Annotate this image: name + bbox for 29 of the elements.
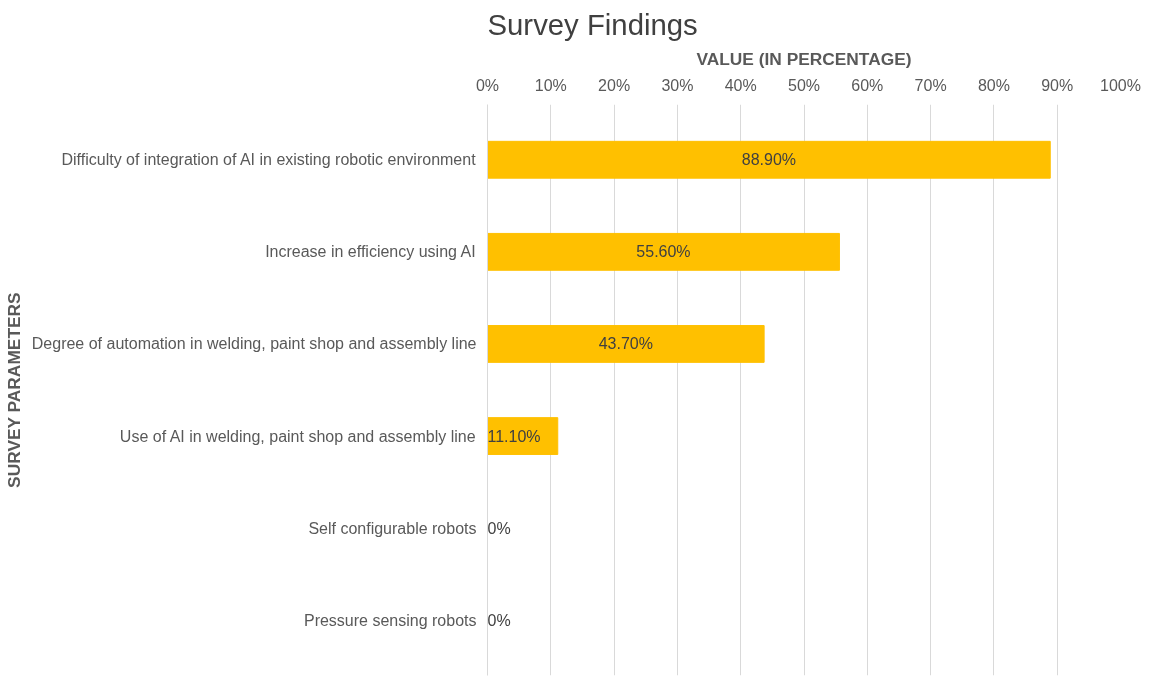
- x-tick-label: 10%: [534, 76, 567, 94]
- data-label: 0%: [487, 611, 511, 629]
- y-axis-title: SURVEY PARAMETERS: [3, 292, 24, 488]
- x-tick-label: 60%: [851, 76, 884, 94]
- y-tick-label: Increase in efficiency using AI: [265, 243, 476, 261]
- x-tick-label: 90%: [1041, 76, 1074, 94]
- chart-title: Survey Findings: [487, 7, 698, 41]
- bar: [487, 232, 840, 271]
- y-tick-label: Self configurable robots: [308, 519, 477, 537]
- x-tick-label: 20%: [598, 76, 631, 94]
- x-tick-label: 50%: [787, 76, 821, 94]
- data-label: 11.10%: [487, 427, 541, 445]
- x-tick-label: 100%: [1100, 76, 1141, 94]
- y-tick-label: Use of AI in welding, paint shop and assembly line: [119, 427, 476, 445]
- bar: [487, 325, 765, 363]
- y-tick-label: Degree of automation in welding, paint shop and assembly line: [31, 335, 477, 353]
- x-tick-label: 70%: [914, 76, 947, 94]
- x-tick-label: 40%: [724, 76, 757, 94]
- data-label: 0%: [487, 519, 511, 537]
- bar: [487, 140, 1051, 179]
- data-label: 55.60%: [636, 243, 691, 261]
- data-label: 88.90%: [741, 151, 796, 169]
- x-tick-label: 30%: [661, 76, 694, 94]
- y-tick-label: Pressure sensing robots: [303, 611, 477, 629]
- y-tick-label: Difficulty of integration of AI in existing robotic environment: [61, 151, 477, 169]
- x-tick-label: 80%: [977, 76, 1010, 94]
- x-axis-title: VALUE (IN PERCENTAGE): [696, 48, 912, 69]
- x-tick-label: 0%: [475, 76, 500, 94]
- data-label: 43.70%: [598, 335, 653, 353]
